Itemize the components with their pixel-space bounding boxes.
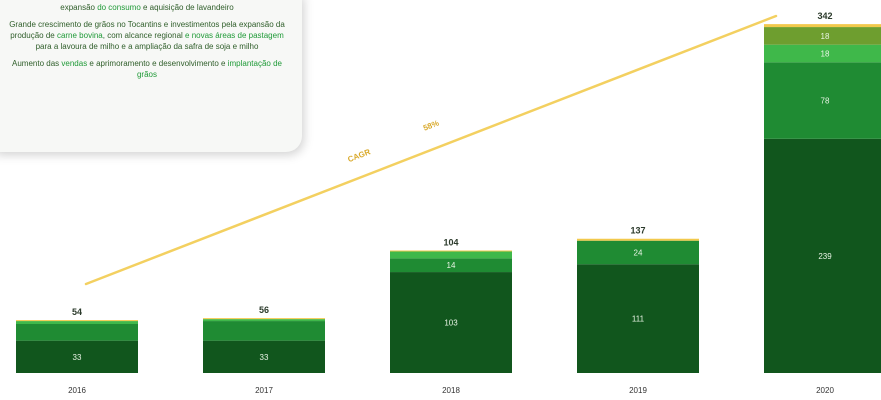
category-label: 2017 bbox=[255, 386, 273, 395]
note-line-2: Grande crescimento de grãos no Tocantins… bbox=[8, 19, 286, 52]
segment-label: 103 bbox=[444, 319, 458, 328]
note-text: expansão bbox=[60, 3, 98, 12]
note-text: para a lavoura de milho e a ampliação da… bbox=[35, 42, 259, 51]
note-highlight: e novas áreas de pastagem bbox=[185, 31, 284, 40]
segment-label: 14 bbox=[447, 261, 456, 270]
note-highlight: do consumo bbox=[97, 3, 141, 12]
total-label: 56 bbox=[259, 305, 269, 315]
bar-segment bbox=[390, 250, 512, 252]
bar-segment bbox=[390, 258, 512, 273]
note-text: e aprimoramento e desenvolvimento e bbox=[87, 59, 228, 68]
trend-label: 58% bbox=[422, 119, 440, 133]
bar-segment bbox=[577, 238, 699, 241]
category-label: 2019 bbox=[629, 386, 647, 395]
note-highlight: vendas bbox=[61, 59, 88, 68]
note-highlight: carne bovina bbox=[56, 31, 103, 40]
note-text: Aumento das bbox=[12, 59, 62, 68]
bar-segment bbox=[16, 321, 138, 324]
trend-label: CAGR bbox=[346, 147, 371, 164]
bar-segment bbox=[764, 138, 881, 373]
bar-segment bbox=[203, 340, 325, 373]
bar-segment bbox=[764, 24, 881, 28]
bar-segment bbox=[16, 324, 138, 341]
bar-segment bbox=[16, 340, 138, 373]
segment-label: 18 bbox=[821, 32, 830, 41]
bar-segment bbox=[577, 264, 699, 373]
note-line-3: Aumento das vendas e aprimoramento e des… bbox=[8, 58, 286, 80]
segment-label: 78 bbox=[821, 97, 830, 106]
note-text: , com alcance regional bbox=[102, 31, 186, 40]
note-line-1: expansão do consumo e aquisição de lavan… bbox=[8, 2, 286, 13]
trend-line bbox=[84, 14, 778, 286]
bar-segment bbox=[203, 321, 325, 341]
bar-segment bbox=[764, 27, 881, 45]
bar-segment bbox=[577, 240, 699, 265]
bar-segment bbox=[390, 272, 512, 373]
note-text: Grande crescimento de grãos no Tocantins… bbox=[9, 20, 285, 40]
bars-layer bbox=[16, 24, 881, 373]
bar-segment bbox=[764, 62, 881, 139]
note-card: expansão do consumo e aquisição de lavan… bbox=[0, 0, 302, 152]
bar-segment bbox=[16, 320, 138, 322]
segment-label: 111 bbox=[632, 315, 645, 324]
total-label: 54 bbox=[72, 307, 82, 317]
bar-segment bbox=[390, 251, 512, 259]
segment-label: 33 bbox=[260, 353, 269, 362]
segment-label: 18 bbox=[821, 50, 830, 59]
note-highlight: implantação de grãos bbox=[136, 59, 282, 79]
segment-label: 239 bbox=[818, 252, 832, 261]
bar-segment bbox=[203, 318, 325, 320]
category-label: 2018 bbox=[442, 386, 460, 395]
segment-label: 24 bbox=[634, 248, 643, 257]
category-label: 2020 bbox=[816, 386, 834, 395]
category-label: 2016 bbox=[68, 386, 86, 395]
total-label: 104 bbox=[443, 238, 458, 248]
note-text: e aquisição de lavandeiro bbox=[140, 3, 234, 12]
total-label: 342 bbox=[817, 11, 832, 21]
total-label: 137 bbox=[630, 226, 645, 236]
bar-segment bbox=[764, 44, 881, 63]
segment-label: 33 bbox=[73, 353, 82, 362]
labels-layer: 33 54 2016 33 56 2017 103 14 104 2018 111 24 137 2019… bbox=[68, 11, 834, 395]
bar-segment bbox=[203, 319, 325, 322]
